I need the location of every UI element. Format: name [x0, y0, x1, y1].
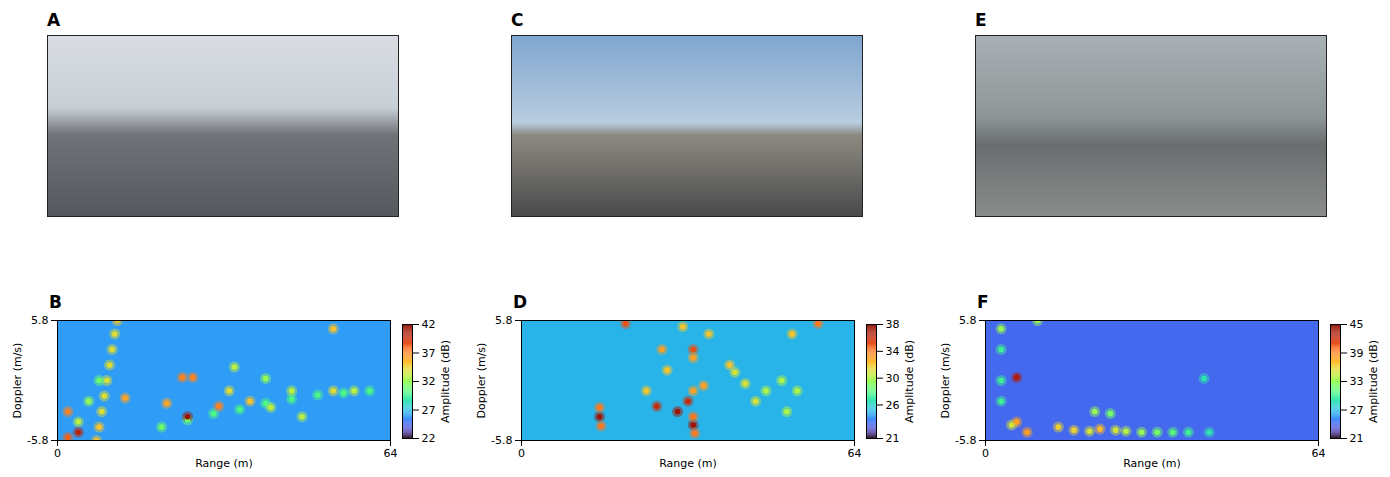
svg-text:0: 0 — [982, 447, 989, 460]
svg-text:Range (m): Range (m) — [1123, 457, 1181, 470]
html-text:D: D — [513, 292, 528, 312]
svg-text:0: 0 — [518, 447, 525, 460]
svg-text:34: 34 — [886, 345, 900, 358]
svg-text:-5.8: -5.8 — [27, 434, 48, 447]
svg-text:64: 64 — [1312, 447, 1326, 460]
svg-text:Range (m): Range (m) — [659, 457, 717, 470]
svg-text:39: 39 — [1350, 347, 1364, 360]
svg-text:32: 32 — [422, 375, 436, 388]
svg-text:5.8: 5.8 — [959, 314, 977, 327]
svg-text:42: 42 — [422, 318, 436, 331]
svg-text:Amplitude (dB): Amplitude (dB) — [1367, 340, 1380, 423]
svg-text:22: 22 — [422, 432, 436, 445]
html-text:C: C — [511, 10, 524, 30]
svg-text:64: 64 — [848, 447, 862, 460]
svg-text:5.8: 5.8 — [495, 314, 513, 327]
html-text:A: A — [47, 10, 61, 30]
svg-text:30: 30 — [886, 372, 900, 385]
svg-text:26: 26 — [886, 398, 900, 411]
svg-text:21: 21 — [886, 432, 900, 445]
svg-text:Amplitude (dB): Amplitude (dB) — [903, 340, 916, 423]
svg-text:Doppler (m/s): Doppler (m/s) — [475, 343, 488, 419]
svg-text:21: 21 — [1350, 432, 1364, 445]
svg-text:38: 38 — [886, 318, 900, 331]
svg-text:Doppler (m/s): Doppler (m/s) — [939, 343, 952, 419]
html-text:E: E — [975, 10, 987, 30]
svg-text:Amplitude (dB): Amplitude (dB) — [439, 340, 452, 423]
svg-text:27: 27 — [422, 404, 436, 417]
svg-text:37: 37 — [422, 347, 436, 360]
svg-text:27: 27 — [1350, 404, 1364, 417]
html-text:F: F — [977, 292, 989, 312]
svg-text:64: 64 — [384, 447, 398, 460]
svg-text:Doppler (m/s): Doppler (m/s) — [11, 343, 24, 419]
svg-text:33: 33 — [1350, 375, 1364, 388]
svg-text:-5.8: -5.8 — [955, 434, 976, 447]
html-text:B: B — [49, 292, 62, 312]
svg-text:-5.8: -5.8 — [491, 434, 512, 447]
svg-text:0: 0 — [54, 447, 61, 460]
svg-text:5.8: 5.8 — [31, 314, 49, 327]
svg-text:Range (m): Range (m) — [195, 457, 253, 470]
svg-text:45: 45 — [1350, 318, 1364, 331]
